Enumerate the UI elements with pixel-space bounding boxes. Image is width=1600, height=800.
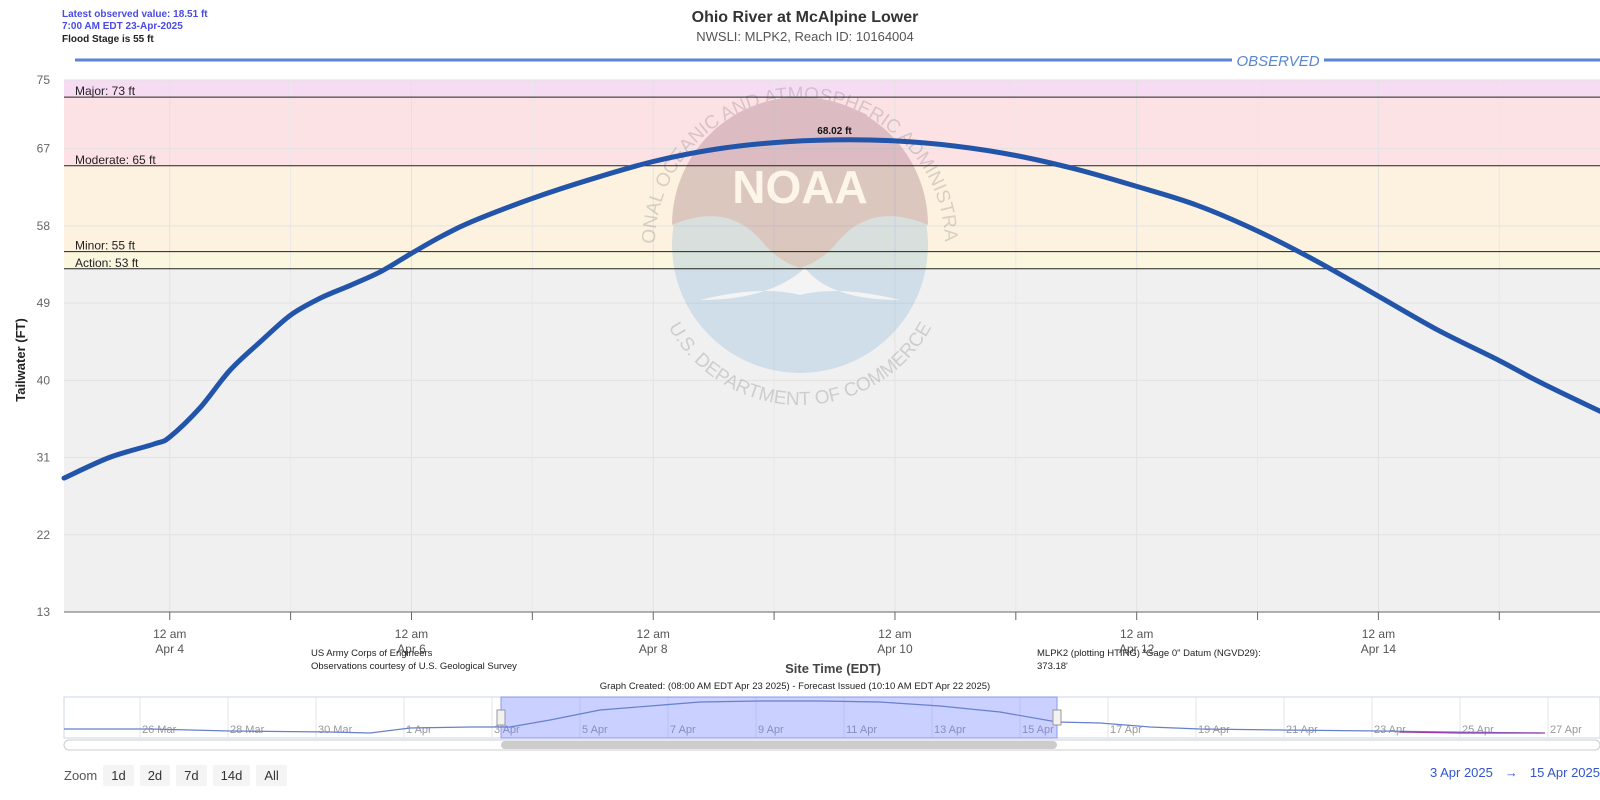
navigator-date-label: 11 Apr xyxy=(846,724,877,736)
y-tick-label: 58 xyxy=(37,219,51,233)
navigator-date-label: 28 Mar xyxy=(230,724,265,736)
y-tick-label: 49 xyxy=(37,296,51,310)
x-tick-label-time: 12 am xyxy=(1362,627,1395,641)
noaa-emblem-text: NOAA xyxy=(732,161,867,213)
flood-bands xyxy=(64,80,1600,612)
x-tick-label-time: 12 am xyxy=(1120,627,1153,641)
y-axis-ticks: 75 67 58 49 40 31 22 13 xyxy=(37,73,51,619)
navigator-forecast-series xyxy=(1399,731,1545,734)
x-axis-title: Site Time (EDT) xyxy=(785,661,881,676)
navigator-date-label: 5 Apr xyxy=(582,724,608,736)
flood-band-record xyxy=(64,80,1600,98)
flood-band-minor xyxy=(64,165,1600,252)
flood-stage-note: Flood Stage is 55 ft xyxy=(62,34,154,45)
navigator-date-label: 13 Apr xyxy=(934,724,966,736)
zoom-controls: Zoom 1d 2d 7d 14d All xyxy=(64,765,287,786)
y-tick-label: 22 xyxy=(37,528,51,542)
y-axis-title: Tailwater (FT) xyxy=(13,318,28,402)
datum-note-line1: MLPK2 (plotting HTIRG) "Gage 0" Datum (N… xyxy=(1037,648,1261,659)
zoom-label: Zoom xyxy=(64,768,98,783)
latest-observed-value: Latest observed value: 18.51 ft xyxy=(62,9,208,20)
noaa-gull-icon xyxy=(700,268,900,300)
navigator-date-label: 23 Apr xyxy=(1374,724,1406,736)
flood-level-lines: Major: 73 ft Moderate: 65 ft Minor: 55 ft A… xyxy=(64,84,1600,270)
y-tick-label: 13 xyxy=(37,605,51,619)
x-tick-label-time: 12 am xyxy=(153,627,186,641)
credit-usgs: Observations courtesy of U.S. Geological… xyxy=(311,661,517,672)
x-tick-label-time: 12 am xyxy=(395,627,428,641)
latest-observed-time: 7:00 AM EDT 23-Apr-2025 xyxy=(62,21,183,32)
x-tick-label-date: Apr 10 xyxy=(877,642,913,656)
flood-label-action: Action: 53 ft xyxy=(75,256,139,270)
navigator-date-label: 17 Apr xyxy=(1110,724,1142,736)
range-end-date[interactable]: 15 Apr 2025 xyxy=(1529,765,1600,780)
navigator-date-label: 25 Apr xyxy=(1462,724,1494,736)
range-navigator[interactable]: 26 Mar 28 Mar 30 Mar 1 Apr 3 Apr 5 Apr 7 Apr 9 … xyxy=(63,696,1600,751)
x-tick-label-date: Apr 8 xyxy=(639,642,668,656)
series-layer: 68.02 ft xyxy=(61,126,1600,481)
navigator-handle-right[interactable] xyxy=(1052,709,1062,726)
y-tick-label: 67 xyxy=(37,142,51,156)
chart-subtitle: NWSLI: MLPK2, Reach ID: 10164004 xyxy=(696,29,914,44)
x-tick-label-date: Apr 6 xyxy=(397,642,426,656)
flood-label-minor: Minor: 55 ft xyxy=(75,239,136,253)
y-tick-label: 40 xyxy=(37,373,51,387)
range-start-date[interactable]: 3 Apr 2025 xyxy=(1429,765,1493,780)
scrollbar-thumb[interactable] xyxy=(501,741,1057,749)
x-tick-label-date: Apr 12 xyxy=(1119,642,1155,656)
credit-usace: US Army Corps of Engineers xyxy=(311,648,433,659)
series-line-observed[interactable] xyxy=(61,137,1600,481)
navigator-series xyxy=(64,700,1541,734)
navigator-date-label: 9 Apr xyxy=(758,724,784,736)
navigator-date-label: 30 Mar xyxy=(318,724,353,736)
y-tick-label: 31 xyxy=(37,451,51,465)
range-arrow: → xyxy=(1504,765,1518,780)
datum-note-line2: 373.18' xyxy=(1037,661,1068,672)
flood-band-action xyxy=(64,251,1600,269)
x-tick-label-time: 12 am xyxy=(878,627,911,641)
x-tick-label-date: Apr 14 xyxy=(1361,642,1397,656)
zoom-7d-button[interactable]: 7d xyxy=(176,765,207,786)
navigator-date-label: 7 Apr xyxy=(670,724,696,736)
navigator-date-label: 1 Apr xyxy=(406,724,432,736)
zoom-1d-button[interactable]: 1d xyxy=(103,765,134,786)
peak-value-label: 68.02 ft xyxy=(817,126,852,137)
noaa-emblem-circle xyxy=(672,117,928,373)
navigator-date-label: 26 Mar xyxy=(142,724,177,736)
x-tick-label-time: 12 am xyxy=(637,627,670,641)
navigator-handle-left[interactable] xyxy=(496,709,506,726)
navigator-date-label: 27 Apr xyxy=(1550,724,1582,736)
date-range-display: 3 Apr 2025 → 15 Apr 2025 xyxy=(1430,765,1600,780)
y-tick-label: 75 xyxy=(37,73,51,87)
navigator-date-label: 15 Apr xyxy=(1022,724,1054,736)
observed-label: OBSERVED xyxy=(1236,53,1319,70)
grid xyxy=(64,79,1600,613)
graph-created-note: Graph Created: (08:00 AM EDT Apr 23 2025… xyxy=(600,681,990,692)
navigator-date-label: 19 Apr xyxy=(1198,724,1230,736)
navigator-selection[interactable] xyxy=(500,696,1058,739)
chart-title: Ohio River at McAlpine Lower xyxy=(692,9,919,26)
navigator-labels: 26 Mar 28 Mar 30 Mar 1 Apr 3 Apr 5 Apr 7 Apr 9 … xyxy=(139,697,1582,738)
x-tick-label-date: Apr 4 xyxy=(155,642,184,656)
flood-label-moderate: Moderate: 65 ft xyxy=(75,153,156,167)
zoom-14d-button[interactable]: 14d xyxy=(212,765,251,786)
zoom-all-button[interactable]: All xyxy=(256,765,287,786)
flood-band-major xyxy=(64,97,1600,166)
flood-label-major: Major: 73 ft xyxy=(75,84,136,98)
zoom-2d-button[interactable]: 2d xyxy=(139,765,171,786)
